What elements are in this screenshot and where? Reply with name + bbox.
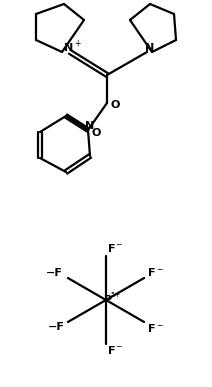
Text: −F: −F xyxy=(47,322,64,332)
Text: F: F xyxy=(148,268,156,278)
Text: F: F xyxy=(148,324,156,334)
Text: F: F xyxy=(108,346,116,356)
Text: +: + xyxy=(74,38,80,48)
Text: N: N xyxy=(145,43,155,53)
Text: N: N xyxy=(85,121,95,131)
Text: P: P xyxy=(104,295,112,305)
Text: O: O xyxy=(91,128,101,138)
Text: N: N xyxy=(64,43,74,53)
Text: −: − xyxy=(115,240,121,250)
Text: 5+: 5+ xyxy=(111,292,121,298)
Text: O: O xyxy=(110,100,120,110)
Text: −F: −F xyxy=(45,268,62,278)
Text: −: − xyxy=(156,322,162,330)
Text: −: − xyxy=(156,265,162,274)
Text: F: F xyxy=(108,244,116,254)
Text: −: − xyxy=(115,342,121,351)
